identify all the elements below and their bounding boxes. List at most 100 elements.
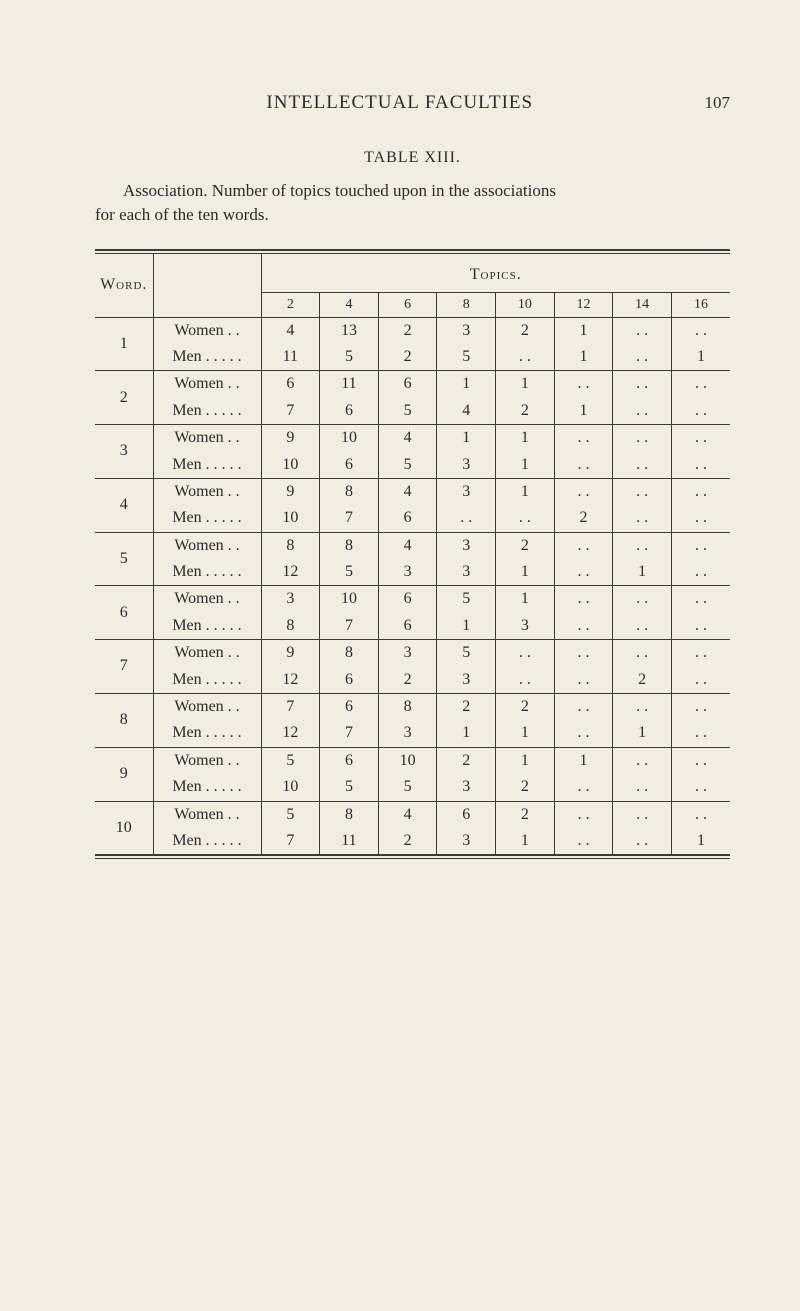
group-label-men: Men . . . . . (153, 559, 261, 586)
table-row: Men . . . . . 11 5 2 5 . . 1 . . 1 (95, 344, 730, 371)
cell: 7 (261, 398, 320, 425)
group-label-women: Women . . (153, 640, 261, 667)
cell: . . (671, 317, 730, 344)
cell: 10 (320, 425, 379, 452)
word-cell: 5 (95, 532, 153, 586)
cell: 2 (378, 317, 437, 344)
cell: 5 (261, 801, 320, 828)
cell: 12 (261, 720, 320, 747)
cell: . . (554, 425, 613, 452)
data-table: Word. Topics. 2 4 6 8 10 12 14 16 1 Wome… (95, 254, 730, 855)
cell: 1 (496, 747, 555, 774)
cell: 4 (378, 532, 437, 559)
page-number: 107 (704, 91, 730, 115)
cell: . . (496, 505, 555, 532)
cell: 6 (261, 371, 320, 398)
group-header-blank (153, 254, 261, 317)
table-row: 5 Women . . 8 8 4 3 2 . . . . . . (95, 532, 730, 559)
cell: 8 (320, 532, 379, 559)
cell: 1 (554, 344, 613, 371)
cell: . . (613, 317, 672, 344)
col-head-16: 16 (671, 293, 730, 317)
table-row: Men . . . . . 12 5 3 3 1 . . 1 . . (95, 559, 730, 586)
group-label-men: Men . . . . . (153, 505, 261, 532)
cell: 1 (671, 344, 730, 371)
cell: . . (671, 667, 730, 694)
cell: . . (671, 694, 730, 721)
cell: . . (437, 505, 496, 532)
cell: 1 (437, 371, 496, 398)
cell: . . (613, 640, 672, 667)
cell: 7 (320, 613, 379, 640)
cell: 2 (613, 667, 672, 694)
cell: 3 (437, 559, 496, 586)
cell: . . (671, 613, 730, 640)
cell: 5 (320, 344, 379, 371)
cell: 10 (320, 586, 379, 613)
cell: 1 (613, 559, 672, 586)
cell: . . (671, 640, 730, 667)
group-label-men: Men . . . . . (153, 828, 261, 854)
table-row: Men . . . . . 7 6 5 4 2 1 . . . . (95, 398, 730, 425)
group-label-men: Men . . . . . (153, 452, 261, 479)
table-row: 6 Women . . 3 10 6 5 1 . . . . . . (95, 586, 730, 613)
cell: 7 (261, 694, 320, 721)
cell: 5 (378, 398, 437, 425)
cell: 1 (496, 586, 555, 613)
cell: 5 (437, 586, 496, 613)
cell: 3 (378, 640, 437, 667)
table-row: 1 Women . . 4 13 2 3 2 1 . . . . (95, 317, 730, 344)
word-cell: 8 (95, 694, 153, 748)
cell: . . (554, 640, 613, 667)
cell: . . (554, 478, 613, 505)
cell: . . (613, 371, 672, 398)
group-label-men: Men . . . . . (153, 774, 261, 801)
word-cell: 3 (95, 425, 153, 479)
cell: 8 (378, 694, 437, 721)
cell: 6 (378, 371, 437, 398)
page: INTELLECTUAL FACULTIES 107 TABLE XIII. A… (0, 0, 800, 899)
cell: . . (671, 720, 730, 747)
group-label-women: Women . . (153, 801, 261, 828)
cell: 7 (320, 505, 379, 532)
word-header-label: Word. (100, 276, 147, 293)
bottom-double-rule (95, 854, 730, 859)
cell: 8 (320, 640, 379, 667)
cell: 2 (437, 694, 496, 721)
cell: 10 (261, 774, 320, 801)
table-row: 4 Women . . 9 8 4 3 1 . . . . . . (95, 478, 730, 505)
cell: 8 (320, 801, 379, 828)
cell: 10 (261, 452, 320, 479)
cell: 1 (613, 720, 672, 747)
table-row: Men . . . . . 12 6 2 3 . . . . 2 . . (95, 667, 730, 694)
cell: . . (613, 478, 672, 505)
cell: 3 (261, 586, 320, 613)
intro-line-1: Association. Number of topics touched up… (95, 179, 730, 203)
group-label-women: Women . . (153, 586, 261, 613)
cell: . . (671, 774, 730, 801)
group-label-women: Women . . (153, 694, 261, 721)
table-row: 7 Women . . 9 8 3 5 . . . . . . . . (95, 640, 730, 667)
cell: 6 (320, 452, 379, 479)
group-label-women: Women . . (153, 747, 261, 774)
cell: . . (671, 452, 730, 479)
cell: 2 (496, 398, 555, 425)
cell: . . (554, 613, 613, 640)
cell: 9 (261, 478, 320, 505)
cell: 1 (554, 317, 613, 344)
cell: 6 (378, 613, 437, 640)
cell: . . (613, 398, 672, 425)
group-label-men: Men . . . . . (153, 398, 261, 425)
word-cell: 10 (95, 801, 153, 854)
table-row: 2 Women . . 6 11 6 1 1 . . . . . . (95, 371, 730, 398)
cell: 11 (320, 828, 379, 854)
topics-header: Topics. (261, 254, 730, 292)
cell: 3 (496, 613, 555, 640)
cell: 5 (261, 747, 320, 774)
cell: 3 (437, 828, 496, 854)
table-row: Men . . . . . 10 7 6 . . . . 2 . . . . (95, 505, 730, 532)
cell: . . (671, 371, 730, 398)
cell: 5 (437, 344, 496, 371)
cell: 5 (378, 452, 437, 479)
cell: 6 (320, 398, 379, 425)
